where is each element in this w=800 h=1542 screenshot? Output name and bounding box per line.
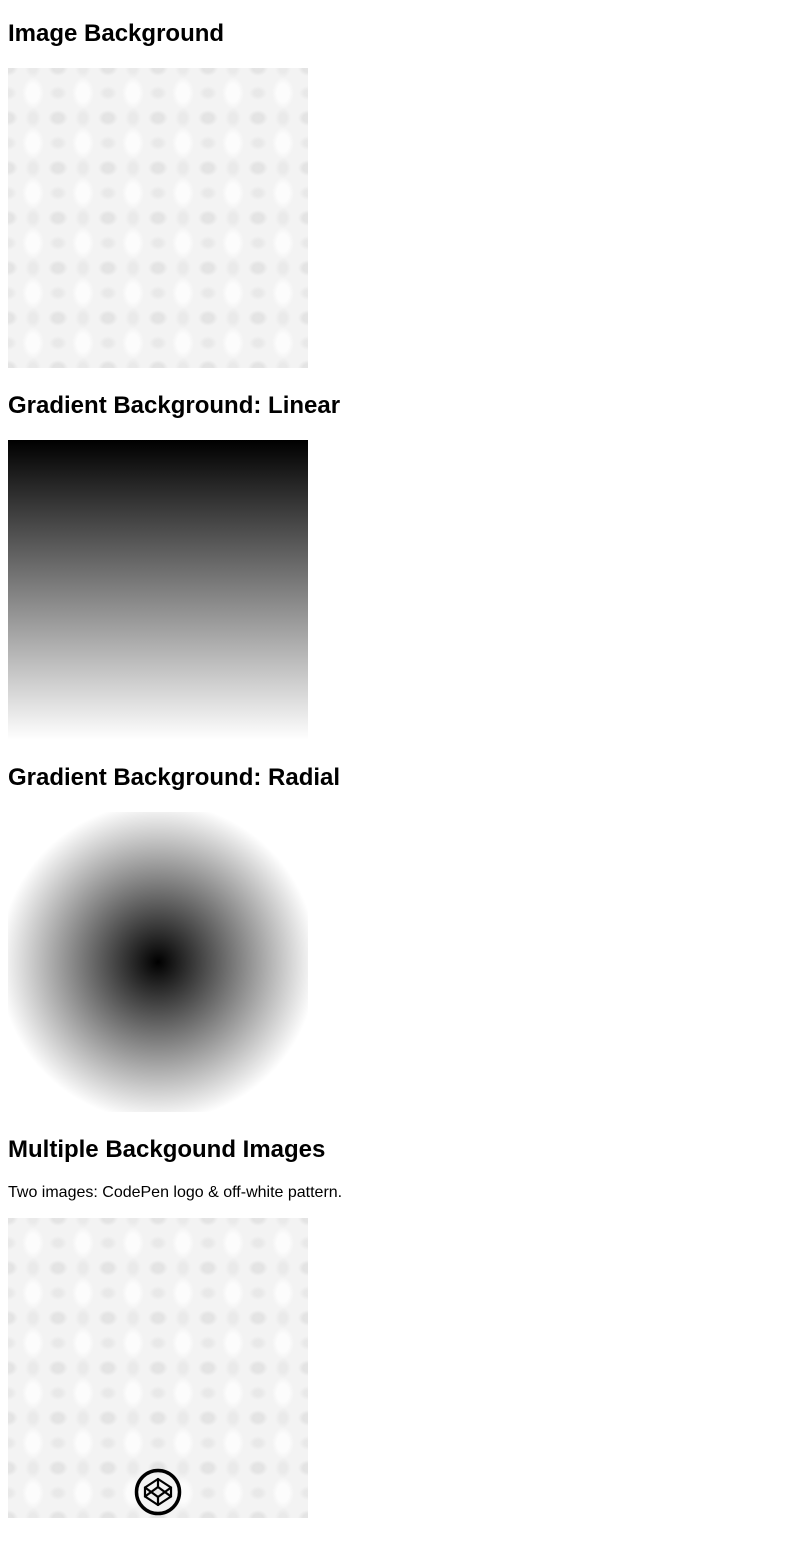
section-title-radial-gradient: Gradient Background: Radial <box>8 764 341 791</box>
multiple-backgrounds-box <box>8 1218 308 1518</box>
codepen-logo-icon <box>134 1468 182 1516</box>
image-background-box <box>8 68 308 368</box>
section-title-multiple-backgrounds: Multiple Backgound Images <box>8 1136 326 1163</box>
section-title-image-background: Image Background <box>8 20 225 47</box>
section-title-linear-gradient: Gradient Background: Linear <box>8 392 341 419</box>
multiple-backgrounds-caption: Two images: CodePen logo & off-white pat… <box>8 1184 343 1201</box>
radial-gradient-box <box>8 812 308 1112</box>
linear-gradient-box <box>8 440 308 740</box>
